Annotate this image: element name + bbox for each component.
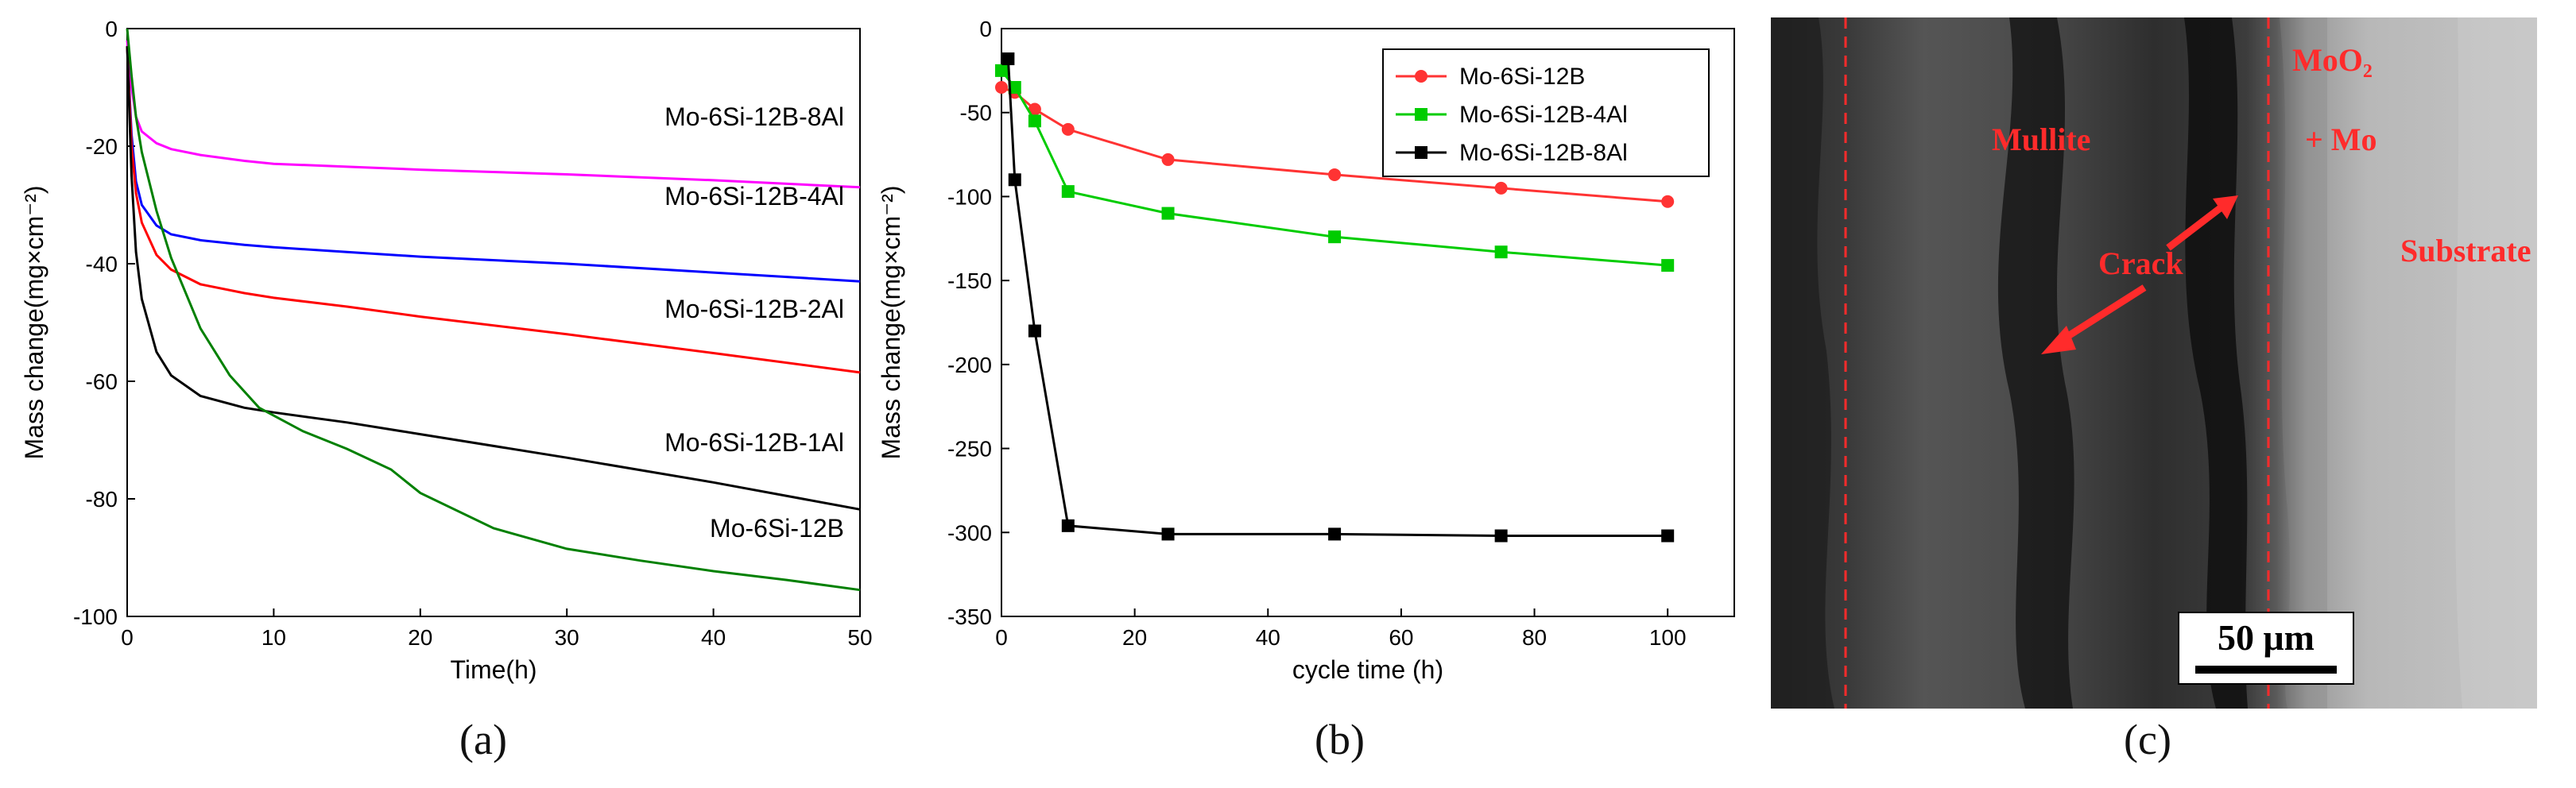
series-inline-label: Mo-6Si-12B-4Al bbox=[664, 182, 844, 211]
data-point bbox=[1661, 259, 1675, 272]
crack-arrow-left bbox=[2055, 284, 2147, 346]
y-tick-label: -20 bbox=[86, 134, 118, 159]
x-tick-label: 40 bbox=[701, 625, 726, 650]
series-line bbox=[126, 46, 861, 283]
data-point bbox=[1001, 52, 1015, 66]
scale-bar-label: 50 μm bbox=[2218, 617, 2315, 658]
plot-frame bbox=[1001, 28, 1735, 617]
chart-a: 0 10 20 30 40 50 0 -20 -40 -60 -80 -100 Time(h) Mass … bbox=[20, 17, 873, 684]
x-axis-label: cycle time (h) bbox=[1292, 655, 1443, 684]
legend-marker bbox=[1415, 70, 1427, 83]
series-inline-label: Mo-6Si-12B-1Al bbox=[664, 428, 844, 457]
y-axis-label: Mass change(mg×cm⁻²) bbox=[877, 186, 905, 460]
x-tick-label: 40 bbox=[1256, 625, 1280, 650]
chart-b: 0 20 40 60 80 100 0 -50 -100 -150 -200 -250 -300 -350… bbox=[877, 17, 1735, 684]
data-point bbox=[1028, 324, 1041, 338]
data-point bbox=[1328, 527, 1342, 541]
x-tick-label: 80 bbox=[1522, 625, 1547, 650]
data-point bbox=[1061, 185, 1075, 199]
panel-label-c: (c) bbox=[2124, 716, 2171, 763]
x-tick-label: 30 bbox=[555, 625, 579, 650]
series-line bbox=[126, 28, 861, 592]
data-point bbox=[1494, 181, 1508, 195]
y-tick-label: -300 bbox=[947, 520, 992, 545]
panel-label-a: (a) bbox=[459, 716, 507, 763]
sem-micrograph: Mullite MoO₂ + Mo Crack Substrate bbox=[1771, 17, 2537, 709]
y-tick-label: -100 bbox=[947, 184, 992, 209]
legend-label: Mo-6Si-12B-8Al bbox=[1459, 140, 1628, 166]
y-tick-label: -150 bbox=[947, 268, 992, 293]
legend-label: Mo-6Si-12B bbox=[1459, 64, 1585, 90]
panel-label-b: (b) bbox=[1315, 716, 1365, 763]
data-point bbox=[1028, 102, 1041, 116]
legend-marker bbox=[1415, 146, 1427, 159]
data-point bbox=[1161, 527, 1175, 541]
x-tick-label: 50 bbox=[847, 625, 872, 650]
x-tick-label: 20 bbox=[408, 625, 432, 650]
series-line bbox=[126, 46, 861, 511]
label-substrate: Substrate bbox=[2400, 233, 2531, 268]
y-tick-label: -350 bbox=[947, 605, 992, 629]
data-point bbox=[1028, 114, 1041, 128]
data-point bbox=[1328, 230, 1342, 244]
data-point bbox=[1494, 245, 1508, 259]
y-tick-label: 0 bbox=[979, 17, 992, 41]
y-tick-label: -250 bbox=[947, 437, 992, 462]
series-line bbox=[1006, 59, 1668, 537]
series-inline-label: Mo-6Si-12B-8Al bbox=[664, 102, 844, 131]
series-inline-label: Mo-6Si-12B bbox=[710, 514, 844, 543]
data-point bbox=[1008, 81, 1021, 94]
y-tick-label: -60 bbox=[86, 369, 118, 394]
legend-label: Mo-6Si-12B-4Al bbox=[1459, 102, 1628, 128]
label-moo2: MoO₂ bbox=[2292, 42, 2373, 78]
plot-frame bbox=[126, 28, 861, 617]
label-mo: + Mo bbox=[2305, 122, 2377, 157]
data-point bbox=[995, 81, 1008, 94]
label-crack: Crack bbox=[2098, 245, 2183, 281]
x-tick-label: 100 bbox=[1649, 625, 1687, 650]
scale-bar-box: 50 μm bbox=[2178, 612, 2354, 685]
y-tick-label: -80 bbox=[86, 487, 118, 512]
data-point bbox=[1061, 122, 1075, 136]
data-point bbox=[1161, 153, 1175, 166]
series-line bbox=[126, 46, 861, 374]
y-axis-label: Mass change(mg×cm⁻²) bbox=[20, 186, 48, 460]
data-point bbox=[1061, 519, 1075, 532]
data-point bbox=[1008, 173, 1021, 187]
legend-marker bbox=[1415, 108, 1427, 121]
data-point bbox=[1661, 529, 1675, 543]
data-point bbox=[1494, 529, 1508, 543]
label-mullite: Mullite bbox=[1992, 122, 2091, 157]
y-tick-label: 0 bbox=[105, 17, 118, 41]
scale-bar bbox=[2195, 666, 2337, 674]
x-axis-label: Time(h) bbox=[450, 655, 537, 684]
y-tick-label: -100 bbox=[73, 605, 118, 629]
x-tick-label: 60 bbox=[1389, 625, 1413, 650]
x-tick-label: 0 bbox=[121, 625, 134, 650]
y-tick-label: -200 bbox=[947, 353, 992, 377]
x-tick-label: 10 bbox=[261, 625, 286, 650]
sem-texture bbox=[1771, 17, 2537, 709]
legend-box bbox=[1382, 48, 1710, 177]
data-point bbox=[1328, 168, 1342, 181]
crack-arrow-right bbox=[2166, 203, 2225, 251]
y-tick-label: -50 bbox=[960, 101, 992, 126]
data-point bbox=[995, 64, 1008, 77]
x-tick-label: 20 bbox=[1122, 625, 1147, 650]
x-tick-label: 0 bbox=[995, 625, 1008, 650]
y-tick-label: -40 bbox=[86, 252, 118, 276]
series-inline-label: Mo-6Si-12B-2Al bbox=[664, 295, 844, 323]
data-point bbox=[1661, 195, 1675, 208]
data-point bbox=[1161, 207, 1175, 220]
